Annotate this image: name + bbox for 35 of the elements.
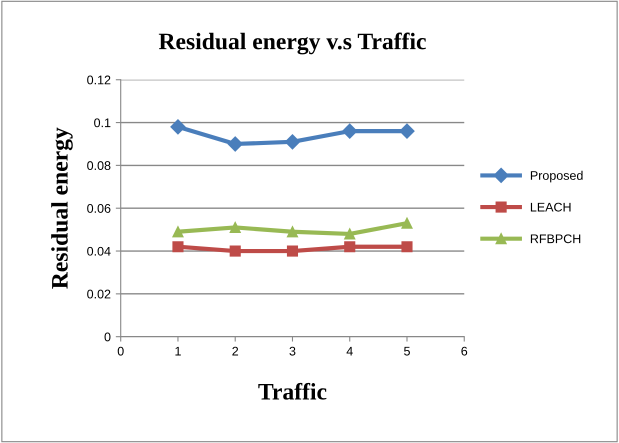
x-tick-label: 0 (118, 346, 124, 356)
x-tick-label: 6 (461, 346, 468, 356)
y-tick-label: 0 (104, 332, 110, 342)
y-tick-label: 0.1 (94, 118, 110, 128)
point (284, 134, 300, 150)
chart-title: Residual energy v.s Traffic (158, 32, 426, 54)
point (170, 119, 186, 134)
point (401, 241, 413, 252)
legend-label: LEACH (530, 202, 571, 212)
point (172, 226, 184, 238)
x-tick-label: 5 (404, 346, 410, 356)
point (399, 124, 415, 139)
y-tick-label: 0.04 (87, 246, 111, 256)
x-tick-label: 2 (232, 346, 238, 356)
point (344, 228, 356, 240)
legend-label: Proposed (530, 170, 583, 182)
x-axis-title: Traffic (258, 382, 326, 400)
point (228, 136, 243, 152)
point (286, 226, 298, 238)
x-tick-label: 1 (175, 346, 181, 356)
point (172, 241, 184, 252)
point (230, 245, 241, 257)
point (344, 241, 356, 252)
y-tick-label: 0.12 (87, 76, 110, 84)
y-tick-label: 0.02 (87, 290, 110, 299)
point (230, 222, 241, 234)
x-tick-label: 3 (289, 346, 296, 356)
y-tick-label: 0.06 (87, 204, 110, 213)
y-axis-title: Residual energy (51, 127, 73, 289)
x-tick-label: 4 (346, 346, 353, 356)
point (286, 245, 298, 257)
y-tick-label: 0.08 (87, 161, 110, 170)
legend-label: RFBPCH (530, 234, 580, 244)
point (342, 124, 358, 139)
point (401, 218, 413, 229)
